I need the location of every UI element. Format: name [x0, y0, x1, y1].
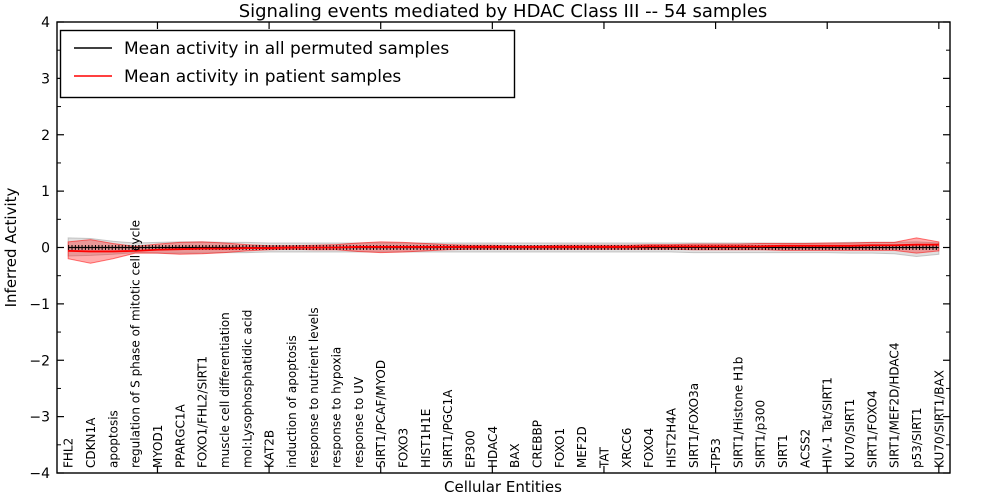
- x-axis-label: Cellular Entities: [444, 478, 562, 496]
- y-tick-label: −1: [29, 297, 50, 313]
- entity-label: FOXO1: [553, 428, 567, 468]
- entity-label: induction of apoptosis: [285, 335, 299, 468]
- entity-label: CDKN1A: [84, 417, 98, 468]
- legend: Mean activity in all permuted samples Me…: [59, 29, 516, 99]
- y-tick-label: 1: [41, 184, 50, 200]
- entity-label: FOXO4: [642, 428, 656, 468]
- confidence-bands: [67, 237, 940, 264]
- entity-label: SIRT1/FOXO3a: [687, 383, 701, 468]
- entity-label: TP53: [709, 438, 723, 469]
- entity-label: FOXO1/FHL2/SIRT1: [196, 356, 210, 468]
- entity-label: HIST1H1E: [419, 409, 433, 468]
- entity-label: CREBBP: [530, 420, 544, 468]
- y-tick-label: −3: [29, 410, 50, 426]
- entity-label: SIRT1/p300: [754, 400, 768, 468]
- entity-label: BAX: [508, 443, 522, 468]
- entity-label: ACSS2: [798, 429, 812, 468]
- patient-line: [68, 243, 939, 253]
- entity-label: HIV-1 Tat/SIRT1: [821, 377, 835, 468]
- entity-label: TAT: [597, 446, 611, 469]
- legend-label-permuted: Mean activity in all permuted samples: [124, 39, 449, 59]
- entity-label: SIRT1/PGC1A: [441, 389, 455, 468]
- entity-label: SIRT1/FOXO4: [865, 390, 879, 468]
- series-lines: [68, 243, 939, 253]
- y-tick-label: 3: [41, 71, 50, 87]
- y-tick-label: 4: [41, 15, 50, 31]
- entity-label: SIRT1/Histone H1b: [731, 357, 745, 468]
- entity-label: KU70/SIRT1/BAX: [932, 370, 946, 468]
- entity-label: SIRT1/MEF2D/HDAC4: [888, 343, 902, 468]
- entity-label: SIRT1/PCAF/MYOD: [374, 360, 388, 468]
- entity-label: EP300: [464, 430, 478, 468]
- tick-labels: 4 3 2 1 0 −1 −2 −3 −4 FHL2 CDKN1A apoptosis regulati…: [29, 15, 946, 482]
- legend-box: [59, 29, 516, 99]
- y-tick-label: −2: [29, 353, 50, 369]
- entity-label: apoptosis: [106, 410, 120, 468]
- entity-label: SIRT1: [776, 434, 790, 468]
- entity-label: FHL2: [62, 438, 76, 468]
- chart-title: Signaling events mediated by HDAC Class …: [239, 1, 768, 22]
- entity-label: PPARGC1A: [173, 403, 187, 468]
- entity-label: HDAC4: [486, 426, 500, 468]
- legend-label-patient: Mean activity in patient samples: [124, 67, 401, 87]
- entity-label: p53/SIRT1: [910, 407, 924, 468]
- entity-label: XRCC6: [620, 428, 634, 468]
- entity-label: KU70/SIRT1: [843, 399, 857, 468]
- entity-label: muscle cell differentiation: [218, 312, 232, 468]
- entity-label: regulation of S phase of mitotic cell cy…: [129, 220, 143, 468]
- entity-label: MYOD1: [151, 425, 165, 468]
- entity-label: response to nutrient levels: [307, 307, 321, 468]
- entity-label: FOXO3: [397, 428, 411, 468]
- y-tick-label: −4: [29, 466, 50, 482]
- entity-label: KAT2B: [263, 430, 277, 468]
- entity-label: response to hypoxia: [330, 347, 344, 468]
- entity-label: response to UV: [352, 376, 366, 468]
- patient-band: [67, 237, 940, 264]
- y-tick-label: 2: [41, 128, 50, 144]
- axes-and-ticks: [56, 21, 951, 474]
- y-axis-label: Inferred Activity: [2, 187, 20, 307]
- entity-label: mol:Lysophosphatidic acid: [240, 310, 254, 468]
- entity-label: HIST2H4A: [664, 407, 678, 468]
- entity-label: MEF2D: [575, 426, 589, 468]
- y-tick-label: 0: [41, 241, 50, 257]
